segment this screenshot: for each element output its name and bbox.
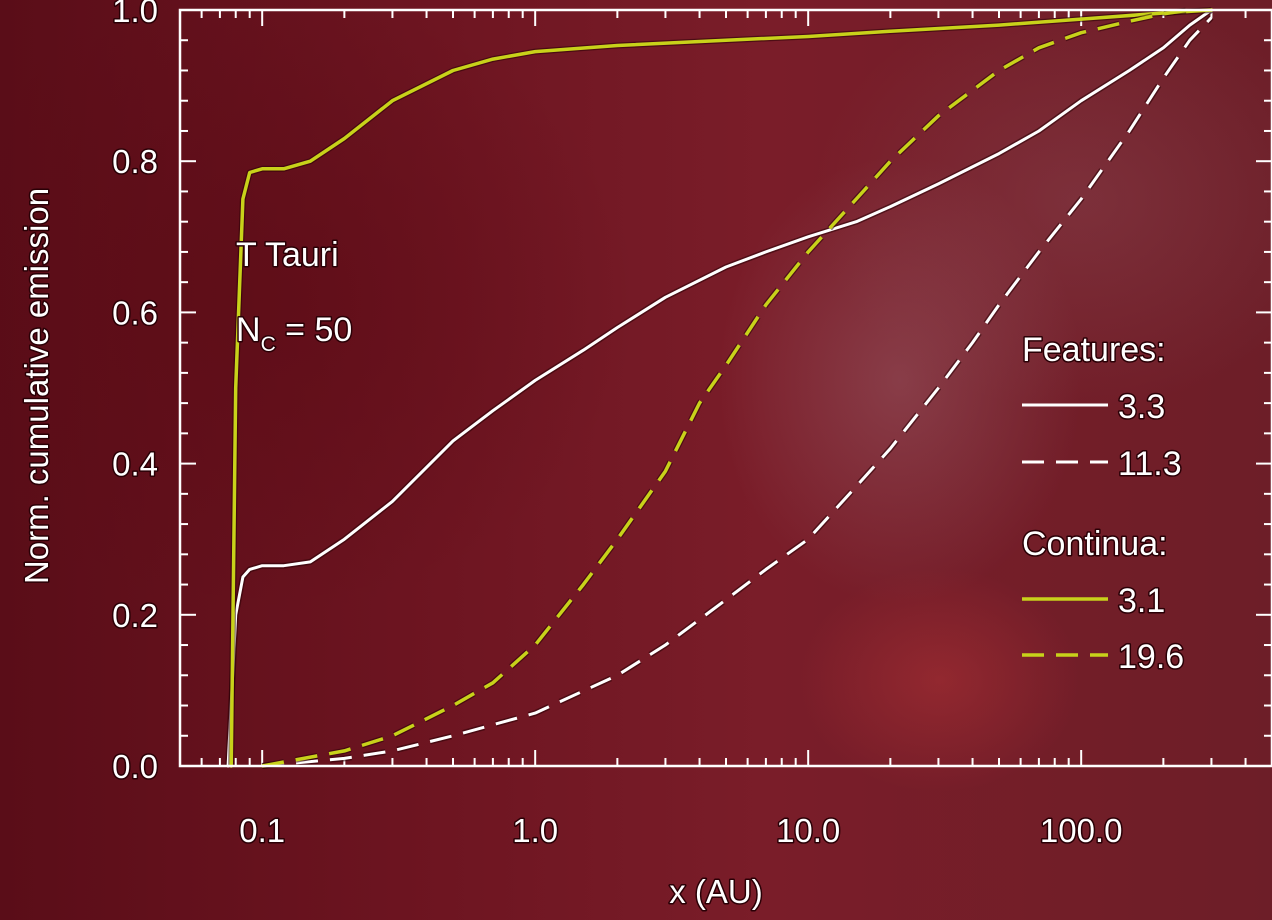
series-line-19-6 [261,8,1191,768]
legend-label-19-6: 19.6 [1118,638,1184,676]
series-shadow [225,7,1214,767]
data-curves [225,7,1214,769]
y-tick-label: 1.0 [112,0,158,29]
legend-label-3-1: 3.1 [1118,582,1165,620]
legend-label-3-3: 3.3 [1118,388,1165,426]
x-axis-label: x (AU) [669,873,763,910]
series-line-3-3 [226,8,1213,768]
x-tick-label: 1.0 [512,812,558,849]
y-tick-label: 0.2 [112,597,158,634]
legend: Features: 3.3 11.3 Continua: 3.1 19.6 [1021,330,1186,678]
y-tick-label: 0.4 [112,446,158,483]
y-tick-label: 0.8 [112,143,158,180]
legend-title-continua: Continua: [1022,525,1168,563]
series-shadow [228,7,1212,767]
y-axis-label: Norm. cumulative emission [18,188,55,584]
object-label: T Tauri [236,236,339,274]
legend-label-11-3: 11.3 [1118,445,1182,483]
axis-ticks [179,9,1272,767]
legend-title-features: Features: [1022,331,1166,369]
series-line-11-3 [262,16,1213,768]
x-tick-label: 100.0 [1040,812,1123,849]
tick-labels: 0.1 1.0 10.0 100.0 0.0 0.2 0.4 0.6 0.8 1.0 [111,0,1124,851]
nc-value: = 50 [276,311,353,349]
nc-subscript: C [261,333,276,356]
x-tick-label: 10.0 [776,812,840,849]
y-tick-label: 0.6 [112,294,158,331]
y-tick-label: 0.0 [112,748,158,785]
nc-base: N [236,311,261,349]
nc-annotation: NC = 50 [236,311,352,356]
x-tick-label: 0.1 [239,812,285,849]
series-line-3-1 [229,8,1214,768]
plot-frame [178,8,1272,768]
